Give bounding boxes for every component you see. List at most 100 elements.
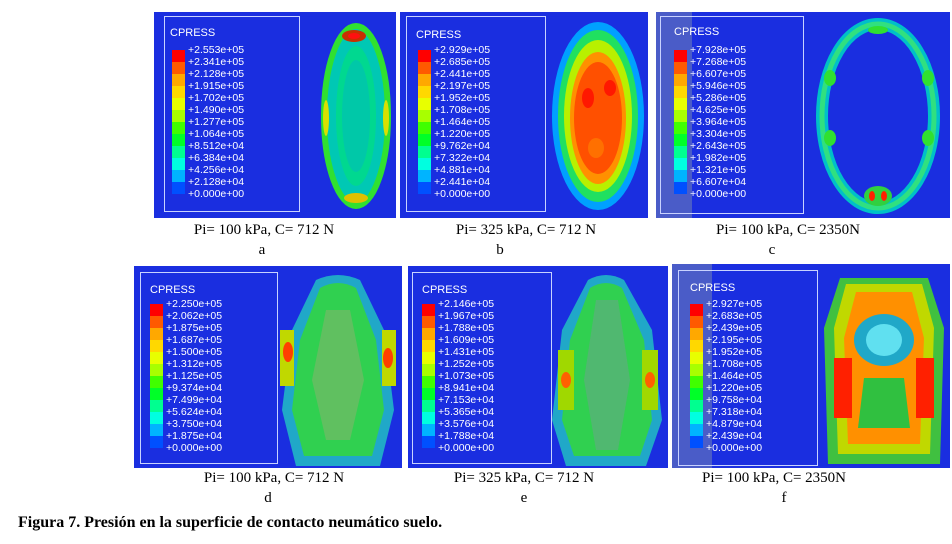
panel-caption: Pi= 100 kPa, C= 2350N	[701, 470, 847, 486]
legend-swatch	[150, 316, 163, 328]
legend-value: +3.750e+04	[166, 418, 223, 430]
legend-value: +7.928e+05	[690, 44, 747, 56]
legend-value: +3.964e+05	[690, 116, 747, 128]
legend-swatch	[172, 74, 185, 86]
legend-value: +7.153e+04	[438, 394, 495, 406]
legend-value: +3.304e+05	[690, 128, 747, 140]
legend-swatch	[172, 122, 185, 134]
legend-value: +5.286e+05	[690, 92, 747, 104]
legend-value: +1.875e+05	[166, 322, 223, 334]
legend-value: +1.125e+05	[166, 370, 223, 382]
legend-value: +2.197e+05	[434, 80, 491, 92]
legend-value: +1.967e+05	[438, 310, 495, 322]
panel-caption: Pi= 100 kPa, C= 2350N	[715, 222, 861, 238]
legend-swatch	[422, 316, 435, 328]
legend-swatch	[674, 74, 687, 86]
legend-box	[412, 272, 552, 464]
legend-value: +2.929e+05	[434, 44, 491, 56]
legend-swatch	[690, 328, 703, 340]
legend-title: CPRESS	[150, 284, 196, 296]
legend-value: +1.312e+05	[166, 358, 223, 370]
legend-value: +2.146e+05	[438, 298, 495, 310]
panel-letter: c	[768, 242, 776, 258]
legend-swatch	[172, 158, 185, 170]
legend-swatch	[418, 98, 431, 110]
legend-swatch	[422, 340, 435, 352]
legend-swatch	[674, 110, 687, 122]
legend-value: +4.879e+04	[706, 418, 763, 430]
legend-value: +0.000e+00	[166, 442, 223, 454]
legend-swatch	[690, 304, 703, 316]
legend-value: +2.927e+05	[706, 298, 763, 310]
legend-swatch	[422, 328, 435, 340]
legend-swatch	[690, 436, 703, 448]
legend-swatch	[674, 158, 687, 170]
legend-swatch	[422, 400, 435, 412]
legend-swatch	[418, 110, 431, 122]
legend-value: +4.881e+04	[434, 164, 491, 176]
legend-swatch	[422, 436, 435, 448]
legend-value: +2.439e+05	[706, 322, 763, 334]
legend-swatch	[674, 122, 687, 134]
legend-swatch	[150, 352, 163, 364]
legend-swatch	[674, 146, 687, 158]
legend-swatch	[690, 340, 703, 352]
legend-value: +7.322e+04	[434, 152, 491, 164]
legend-swatch	[422, 376, 435, 388]
legend-swatch	[172, 146, 185, 158]
legend-swatch	[150, 436, 163, 448]
legend-value: +1.464e+05	[434, 116, 491, 128]
legend-value: +1.064e+05	[188, 128, 245, 140]
panel-letter: a	[258, 242, 266, 258]
legend-value: +6.607e+04	[690, 176, 747, 188]
panel-caption: Pi= 100 kPa, C= 712 N	[203, 470, 345, 486]
legend-swatch	[690, 316, 703, 328]
legend-value: +2.685e+05	[434, 56, 491, 68]
legend-swatch	[674, 62, 687, 74]
legend-value: +2.441e+04	[434, 176, 491, 188]
legend-value: +3.576e+04	[438, 418, 495, 430]
legend-value: +2.128e+05	[188, 68, 245, 80]
legend-value: +4.256e+04	[188, 164, 245, 176]
panel-caption: Pi= 325 kPa, C= 712 N	[453, 470, 595, 486]
legend-box	[164, 16, 300, 212]
legend-swatch	[418, 182, 431, 194]
legend-swatch	[172, 182, 185, 194]
legend-swatch	[150, 388, 163, 400]
legend-swatch	[690, 364, 703, 376]
legend-swatch	[150, 328, 163, 340]
legend-value: +1.788e+04	[438, 430, 495, 442]
legend-title: CPRESS	[170, 27, 216, 39]
legend-value: +1.708e+05	[706, 358, 763, 370]
legend-value: +1.952e+05	[434, 92, 491, 104]
legend-swatch	[150, 304, 163, 316]
legend-swatch	[172, 170, 185, 182]
legend-value: +0.000e+00	[690, 188, 747, 200]
legend-value: +1.609e+05	[438, 334, 495, 346]
legend-swatch	[422, 424, 435, 436]
legend-value: +5.365e+04	[438, 406, 495, 418]
legend-value: +7.499e+04	[166, 394, 223, 406]
legend-swatch	[674, 86, 687, 98]
legend-value: +1.702e+05	[188, 92, 245, 104]
legend-swatch	[418, 86, 431, 98]
legend-swatch	[150, 376, 163, 388]
legend-swatch	[422, 304, 435, 316]
legend-box	[140, 272, 278, 464]
legend-value: +0.000e+00	[706, 442, 763, 454]
legend-value: +2.195e+05	[706, 334, 763, 346]
legend-box	[406, 16, 546, 212]
legend-swatch	[172, 98, 185, 110]
legend-swatch	[418, 50, 431, 62]
legend-swatch	[150, 424, 163, 436]
contour-plot	[321, 23, 391, 209]
legend-swatch	[418, 170, 431, 182]
legend-value: +2.062e+05	[166, 310, 223, 322]
legend-swatch	[674, 98, 687, 110]
legend-value: +1.431e+05	[438, 346, 495, 358]
legend-swatch	[418, 158, 431, 170]
legend-value: +2.643e+05	[690, 140, 747, 152]
legend-swatch	[674, 182, 687, 194]
legend-title: CPRESS	[674, 26, 720, 38]
legend-value: +1.277e+05	[188, 116, 245, 128]
